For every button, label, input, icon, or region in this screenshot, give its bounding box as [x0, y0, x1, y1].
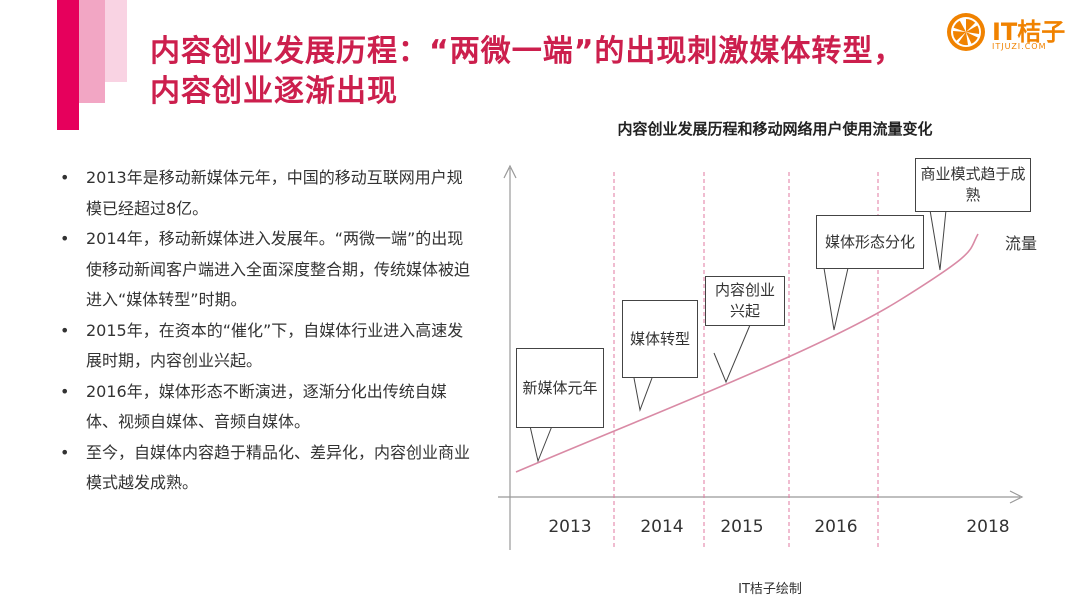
bullet-text: 2013年是移动新媒体元年，中国的移动互联网用户规模已经超过8亿。	[86, 168, 463, 218]
bullet-text: 2014年，移动新媒体进入发展年。“两微一端”的出现使移动新闻客户端进入全面深度…	[86, 229, 471, 309]
bullet-marker: •	[60, 168, 70, 187]
callout-text: 媒体转型	[629, 329, 690, 348]
callout-text: 内容创业兴起	[714, 281, 775, 320]
bullet-text: 至今，自媒体内容趋于精品化、差异化，内容创业商业模式越发成熟。	[86, 442, 471, 493]
traffic-curve	[515, 233, 979, 473]
callout-pointer	[713, 324, 751, 384]
year-label: 2015	[720, 517, 764, 537]
bullet-marker: •	[60, 320, 70, 340]
bullet-item: • 至今，自媒体内容趋于精品化、差异化，内容创业商业模式越发成熟。	[58, 438, 478, 499]
year-label: 2013	[548, 517, 592, 537]
x-axis-arrowhead	[1009, 490, 1024, 504]
decor-bar-dark	[57, 0, 79, 130]
decor-bar-medium	[79, 0, 105, 103]
bullet-text: 2016年，媒体形态不断演进，逐渐分化出传统自媒体、视频自媒体、音频自媒体。	[86, 381, 447, 432]
callout-pointer	[633, 377, 653, 412]
year-label: 2014	[640, 517, 684, 537]
page-title: 内容创业发展历程：“两微一端”的出现刺激媒体转型，内容创业逐渐出现	[150, 34, 905, 109]
callout-media-differentiation: 媒体形态分化	[816, 215, 924, 269]
callout-content-startup-rise: 内容创业兴起	[705, 276, 785, 326]
callout-text: 媒体形态分化	[824, 232, 915, 251]
logo-url: ITJUZI.COM	[992, 42, 1047, 51]
bullet-text: 2015年，在资本的“催化”下，自媒体行业进入高速发展时期，内容创业兴起。	[86, 320, 464, 371]
bullet-list: • 2013年是移动新媒体元年，中国的移动互联网用户规模已经超过8亿。 • 2014…	[58, 163, 478, 499]
bullet-item: • 2015年，在资本的“催化”下，自媒体行业进入高速发展时期，内容创业兴起。	[58, 316, 478, 377]
callout-text: 商业模式趋于成熟	[920, 165, 1026, 204]
callout-text: 新媒体元年	[522, 378, 598, 397]
bullet-item: • 2013年是移动新媒体元年，中国的移动互联网用户规模已经超过8亿。	[58, 163, 478, 224]
chart-title: 内容创业发展历程和移动网络用户使用流量变化	[617, 120, 933, 138]
chart-credit: IT桔子绘制	[738, 582, 802, 597]
callout-business-model-mature: 商业模式趋于成熟	[915, 158, 1031, 212]
bullet-marker: •	[60, 442, 70, 462]
bullet-marker: •	[60, 229, 70, 248]
callout-new-media-year: 新媒体元年	[516, 348, 604, 428]
brand-logo: IT桔子 ITJUZI.COM	[946, 10, 1071, 56]
decor-bar-light	[105, 0, 127, 82]
bullet-item: • 2016年，媒体形态不断演进，逐渐分化出传统自媒体、视频自媒体、音频自媒体。	[58, 377, 478, 438]
year-label: 2018	[966, 517, 1010, 537]
callout-media-transform: 媒体转型	[622, 300, 698, 378]
callout-pointer	[529, 425, 553, 463]
bullet-item: • 2014年，移动新媒体进入发展年。“两微一端”的出现使移动新闻客户端进入全面深…	[58, 224, 478, 316]
y-axis-arrowhead	[503, 164, 517, 179]
callout-pointer	[823, 267, 849, 331]
bullet-marker: •	[60, 381, 70, 401]
logo-name: IT桔子	[992, 18, 1066, 46]
callout-pointer	[929, 209, 947, 271]
year-label: 2016	[814, 517, 858, 537]
series-label: 流量	[1005, 234, 1038, 253]
orange-slice-icon	[947, 13, 985, 51]
